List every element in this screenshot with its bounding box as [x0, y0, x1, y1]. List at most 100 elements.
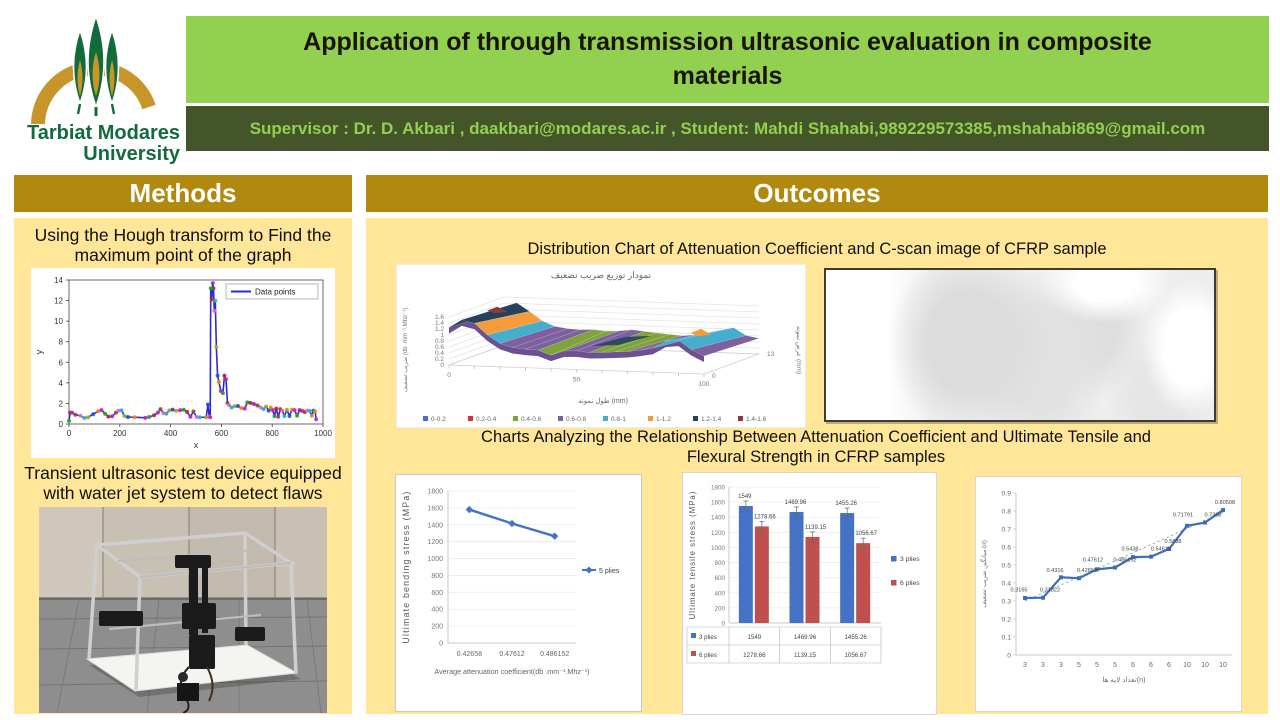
university-logo: Tarbiat Modares University: [8, 4, 186, 166]
svg-text:800: 800: [266, 429, 280, 438]
svg-text:6 plies: 6 plies: [699, 652, 717, 659]
logo-text-line1: Tarbiat Modares: [27, 122, 180, 144]
hough-chart: 0 200 400 600 800 1000 0 2 4 6 8 10 12 14 x y Data point…: [31, 268, 335, 459]
svg-text:2: 2: [59, 400, 64, 409]
svg-text:1000: 1000: [314, 429, 332, 438]
svg-text:6: 6: [1149, 662, 1153, 669]
svg-text:5: 5: [1095, 662, 1099, 669]
methods-header: Methods: [14, 175, 352, 212]
svg-text:0: 0: [59, 420, 64, 429]
svg-text:3: 3: [1059, 662, 1063, 669]
svg-text:0.5: 0.5: [1002, 563, 1012, 570]
svg-text:0.31822: 0.31822: [1040, 588, 1060, 594]
svg-text:0.7358: 0.7358: [1204, 513, 1221, 519]
svg-text:50: 50: [573, 377, 581, 384]
svg-text:0.5438: 0.5438: [1121, 547, 1138, 553]
svg-text:0: 0: [67, 429, 72, 438]
svg-text:10: 10: [54, 317, 63, 326]
svg-text:1.6: 1.6: [435, 314, 444, 321]
svg-text:0.2-0.4: 0.2-0.4: [476, 416, 497, 423]
svg-text:طول نمونه (mm): طول نمونه (mm): [578, 397, 628, 405]
svg-text:0.54615: 0.54615: [1151, 547, 1171, 553]
svg-text:1139.15: 1139.15: [794, 652, 816, 659]
outcomes-caption-charts: Charts Analyzing the Relationship Betwee…: [481, 428, 1151, 466]
svg-text:0.71791: 0.71791: [1173, 513, 1193, 519]
svg-text:1600: 1600: [711, 500, 726, 507]
svg-text:0.42658: 0.42658: [457, 651, 482, 658]
svg-text:y: y: [34, 350, 44, 355]
svg-text:1000: 1000: [427, 556, 443, 563]
svg-text:100: 100: [699, 381, 710, 388]
logo-text-line2: University: [83, 143, 181, 165]
svg-text:10: 10: [1183, 662, 1191, 669]
svg-text:0.42658: 0.42658: [1077, 568, 1097, 574]
supervisor-text: Supervisor : Dr. D. Akbari , daakbari@mo…: [249, 118, 1206, 138]
svg-text:0.6: 0.6: [1002, 545, 1012, 552]
svg-text:1278.66: 1278.66: [743, 652, 766, 659]
svg-text:Ultimate tensile stress (MPa): Ultimate tensile stress (MPa): [688, 491, 697, 620]
svg-text:1: 1: [440, 332, 444, 339]
svg-text:0.47612: 0.47612: [1083, 557, 1103, 563]
tmu-logo-icon: Tarbiat Modares University: [27, 13, 181, 165]
svg-text:0: 0: [721, 621, 725, 628]
svg-text:0.4: 0.4: [1002, 581, 1012, 588]
svg-text:1200: 1200: [427, 539, 443, 546]
svg-text:200: 200: [431, 624, 443, 631]
svg-text:600: 600: [215, 429, 229, 438]
svg-text:0.80508: 0.80508: [1215, 500, 1235, 506]
tensile-stress-chart: 0 200 400 600 800 1000 1200 1400 1600 1800 1549 127…: [682, 472, 937, 715]
svg-text:0.4316: 0.4316: [1046, 568, 1063, 574]
svg-text:0: 0: [440, 362, 444, 369]
svg-text:0.4: 0.4: [435, 350, 444, 357]
svg-text:0.3165: 0.3165: [1010, 588, 1027, 594]
svg-text:1139.15: 1139.15: [805, 525, 827, 531]
svg-text:8: 8: [59, 338, 64, 347]
svg-text:1549: 1549: [747, 634, 761, 641]
svg-text:1.4-1.6: 1.4-1.6: [746, 416, 767, 423]
svg-text:3 plies: 3 plies: [699, 634, 717, 641]
svg-text:1278.66: 1278.66: [754, 514, 776, 520]
svg-text:1000: 1000: [711, 545, 726, 552]
outcomes-header-label: Outcomes: [753, 178, 881, 208]
svg-text:1056.67: 1056.67: [844, 652, 867, 659]
methods-caption-device: Transient ultrasonic test device equippe…: [24, 463, 342, 504]
svg-text:Ultimate bending stress (MPa): Ultimate bending stress (MPa): [401, 490, 411, 643]
svg-text:میانگین ضریب تضعیف (α): میانگین ضریب تضعیف (α): [980, 540, 988, 608]
svg-text:4: 4: [59, 379, 64, 388]
svg-text:1469.96: 1469.96: [785, 500, 807, 506]
svg-text:5: 5: [1077, 662, 1081, 669]
svg-text:800: 800: [714, 560, 725, 567]
svg-text:0.486152: 0.486152: [1113, 557, 1136, 563]
svg-text:0: 0: [447, 372, 451, 379]
svg-text:1-1.2: 1-1.2: [656, 416, 671, 423]
svg-text:1455.26: 1455.26: [835, 501, 857, 507]
svg-text:1056.67: 1056.67: [855, 531, 877, 537]
svg-text:1800: 1800: [711, 485, 726, 492]
outcomes-panel: Distribution Chart of Attenuation Coeffi…: [366, 218, 1268, 715]
svg-text:0.3: 0.3: [1002, 599, 1012, 606]
svg-text:200: 200: [113, 429, 127, 438]
cscan-image: [824, 268, 1216, 422]
svg-text:Data points: Data points: [255, 288, 295, 297]
svg-text:6 plies: 6 plies: [900, 580, 920, 587]
svg-text:6: 6: [1131, 662, 1135, 669]
svg-text:0.486152: 0.486152: [540, 651, 569, 658]
attenuation-layers-chart: 0 0.1 0.2 0.3 0.4 0.5 0.6 0.7 0.8 0.9 0.3165 0.3182…: [975, 476, 1242, 712]
svg-text:0.2: 0.2: [435, 356, 444, 363]
svg-text:1.2-1.4: 1.2-1.4: [701, 416, 722, 423]
svg-text:0.6: 0.6: [435, 344, 444, 351]
svg-text:0: 0: [439, 641, 443, 648]
svg-text:3 plies: 3 plies: [900, 556, 920, 563]
svg-text:نمودار توزیع ضریب تضعیف: نمودار توزیع ضریب تضعیف: [551, 270, 651, 281]
svg-text:400: 400: [714, 590, 725, 597]
svg-text:0.8: 0.8: [435, 338, 444, 345]
svg-text:ضریب تضعیف (db .mm⁻¹.Mhz⁻¹): ضریب تضعیف (db .mm⁻¹.Mhz⁻¹): [403, 308, 409, 392]
svg-text:0.47612: 0.47612: [499, 651, 524, 658]
svg-text:800: 800: [431, 573, 443, 580]
svg-text:1.4: 1.4: [435, 320, 444, 327]
svg-text:1400: 1400: [427, 522, 443, 529]
methods-caption-hough: Using the Hough transform to Find the ma…: [34, 225, 332, 266]
svg-text:0.2: 0.2: [1002, 617, 1012, 624]
svg-text:400: 400: [164, 429, 178, 438]
